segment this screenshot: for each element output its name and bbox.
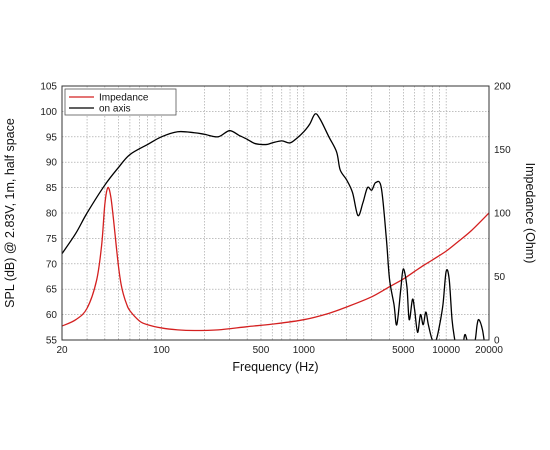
- y2-tick-label: 50: [494, 272, 506, 283]
- y-axis-title: SPL (dB) @ 2.83V, 1m, half space: [3, 118, 17, 308]
- y2-axis-title: Impedance (Ohm): [523, 163, 537, 264]
- y-tick-label: 85: [46, 183, 58, 194]
- series-line-on-axis: [62, 113, 485, 340]
- y-tick-label: 105: [40, 82, 57, 93]
- legend: Impedance on axis: [64, 88, 177, 116]
- legend-label-impedance: Impedance: [99, 93, 149, 104]
- legend-box: [64, 88, 177, 116]
- grid-layer: [62, 86, 489, 340]
- legend-label-on-axis: on axis: [99, 104, 131, 115]
- y-tick-label: 60: [46, 310, 58, 321]
- y-tick-label: 65: [46, 285, 58, 296]
- y-tick-label: 95: [46, 132, 58, 143]
- series-layer: [62, 113, 489, 340]
- x-tick-label: 1000: [293, 345, 316, 356]
- y-tick-label: 55: [46, 336, 58, 347]
- y-tick-label: 90: [46, 158, 58, 169]
- y-tick-label: 75: [46, 234, 58, 245]
- plot-frame: [61, 85, 490, 341]
- tick-layer: 20 100 500 1000 5000 10000 2000055606570758085…: [40, 82, 511, 357]
- x-axis-title: Frequency (Hz): [232, 360, 318, 374]
- x-tick-label: 20: [56, 345, 68, 356]
- y2-tick-label: 200: [494, 82, 511, 93]
- x-tick-label: 10000: [432, 345, 460, 356]
- x-tick-label: 5000: [392, 345, 415, 356]
- y2-tick-label: 0: [494, 336, 500, 347]
- x-tick-label: 500: [253, 345, 270, 356]
- y-tick-label: 70: [46, 259, 58, 270]
- y-tick-label: 80: [46, 209, 58, 220]
- y-tick-label: 100: [40, 107, 57, 118]
- series-line-impedance: [62, 186, 489, 332]
- y2-tick-label: 150: [494, 145, 511, 156]
- y2-tick-label: 100: [494, 209, 511, 220]
- x-tick-label: 100: [153, 345, 170, 356]
- x-tick-label: 20000: [475, 345, 503, 356]
